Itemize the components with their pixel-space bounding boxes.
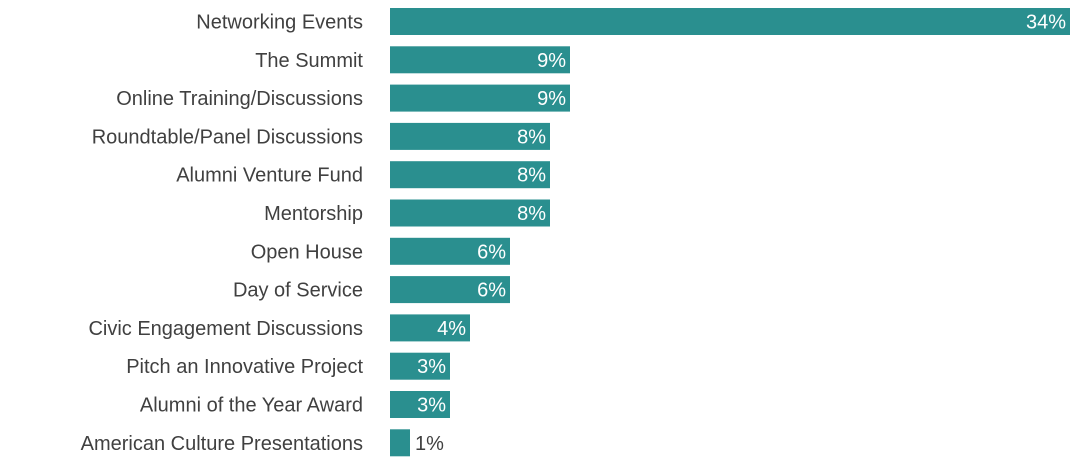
value-label: 8% bbox=[517, 126, 546, 148]
value-label: 4% bbox=[437, 318, 466, 340]
bar bbox=[390, 84, 570, 112]
value-label: 8% bbox=[517, 165, 546, 187]
bar bbox=[390, 276, 510, 304]
bar bbox=[390, 46, 570, 74]
category-label: Open House bbox=[251, 241, 363, 263]
bar bbox=[390, 237, 510, 265]
category-label: Day of Service bbox=[233, 280, 363, 302]
bar bbox=[390, 391, 450, 418]
category-label: The Summit bbox=[255, 50, 363, 72]
value-label: 3% bbox=[417, 395, 446, 417]
value-label: 8% bbox=[517, 203, 546, 225]
bar bbox=[390, 8, 1070, 35]
category-label: Mentorship bbox=[264, 203, 363, 225]
value-label: 1% bbox=[415, 433, 444, 455]
value-label: 9% bbox=[537, 50, 566, 72]
category-label: Roundtable/Panel Discussions bbox=[92, 126, 363, 148]
value-labels: 34% 9% 9% 8% 8% 8% 6% 6% 4% 3% 3% 1% bbox=[415, 12, 1066, 455]
category-label: American Culture Presentations bbox=[81, 433, 363, 455]
category-label: Online Training/Discussions bbox=[116, 88, 363, 110]
value-label: 34% bbox=[1026, 12, 1066, 34]
category-label: Networking Events bbox=[196, 12, 363, 34]
bar bbox=[390, 352, 450, 380]
value-label: 6% bbox=[477, 241, 506, 263]
bar bbox=[390, 429, 410, 457]
value-label: 3% bbox=[417, 356, 446, 378]
category-labels: Networking Events The Summit Online Traini… bbox=[81, 12, 364, 455]
category-label: Pitch an Innovative Project bbox=[126, 356, 363, 378]
category-label: Alumni of the Year Award bbox=[140, 395, 363, 417]
category-label: Civic Engagement Discussions bbox=[88, 318, 363, 340]
bar bbox=[390, 314, 470, 342]
value-label: 6% bbox=[477, 280, 506, 302]
bar bbox=[390, 161, 550, 189]
bar bbox=[390, 122, 550, 150]
bars bbox=[390, 8, 1070, 457]
value-label: 9% bbox=[537, 88, 566, 110]
bar bbox=[390, 199, 550, 227]
category-label: Alumni Venture Fund bbox=[176, 165, 363, 187]
